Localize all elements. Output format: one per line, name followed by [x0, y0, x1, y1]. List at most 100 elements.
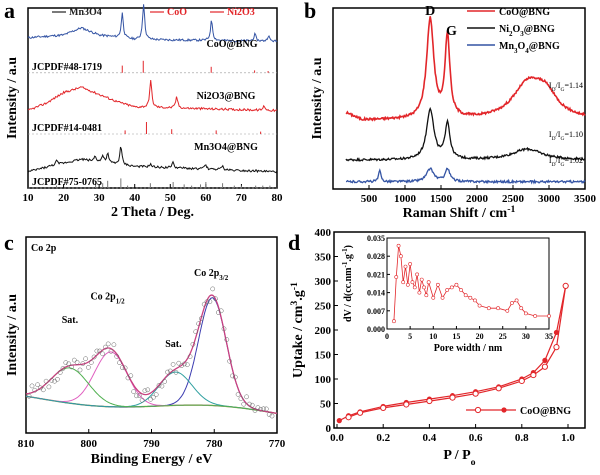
panel-d-letter: d: [288, 230, 300, 255]
panel-c-point: [35, 382, 40, 388]
panel-a-xtick-label: 40: [129, 192, 141, 204]
panel-d-legend-filled-point: [501, 407, 507, 413]
panel-c-annotation: Co 2p1/2: [90, 292, 125, 306]
panel-c-point: [159, 383, 165, 389]
panel-c-point: [179, 363, 184, 368]
panel-c-point: [94, 348, 100, 354]
panel-d-inset-point: [405, 282, 410, 287]
panel-d-inset-point: [403, 264, 408, 269]
panel-c-point: [151, 394, 156, 400]
panel-c-point: [170, 362, 176, 367]
panel-c-point: [77, 367, 83, 373]
panel-a-letter: a: [4, 0, 15, 23]
panel-c-point: [69, 364, 74, 370]
panel-c-point: [91, 354, 97, 360]
panel-c-point: [156, 383, 162, 388]
panel-c-point: [43, 378, 49, 384]
panel-c-point: [71, 357, 77, 363]
panel-d-xtick-label: 0.2: [376, 432, 390, 444]
panel-c-point: [187, 354, 193, 359]
panel-b-legend-label: Mn3O4@BNG: [499, 41, 560, 55]
panel-d-xtick-label: 0.4: [423, 432, 437, 444]
panel-c-point: [176, 360, 182, 366]
panel-d-inset-point: [408, 262, 413, 266]
panel-c-background: [25, 395, 278, 415]
panel-c-point: [108, 348, 114, 354]
panel-c-point: [241, 401, 247, 407]
panel-a-xtick-label: 80: [272, 192, 284, 204]
panel-d-inset-xlabel: Pore width / nm: [434, 343, 503, 354]
panel-c-point: [167, 368, 173, 374]
panel-b-series-line: [345, 167, 586, 185]
panel-d-inset-point: [514, 298, 519, 303]
panel-d-ytick-label: 350: [315, 252, 332, 264]
panel-d-desorption-point: [530, 371, 537, 379]
panel-d-inset-point: [463, 293, 468, 298]
panel-c-point: [40, 387, 46, 393]
panel-c-point: [182, 361, 187, 367]
panel-a-xtick-label: 60: [200, 192, 212, 204]
panel-c-point: [134, 393, 139, 399]
panel-c-point: [111, 342, 117, 348]
panel-d-adsorption-line: [339, 285, 567, 422]
panel-c-point: [74, 359, 80, 365]
panel-c-point: [218, 308, 224, 314]
panel-c-point: [255, 405, 261, 410]
panel-c-point: [136, 393, 142, 398]
panel-c-point: [247, 401, 252, 407]
panel-c-xtick-label: 780: [206, 438, 223, 450]
panel-c-point: [266, 412, 272, 417]
panel-b-xtick-label: 3000: [538, 193, 561, 205]
panel-d-inset-ytick-label: 0.007: [367, 307, 385, 316]
panel-c-point: [100, 351, 105, 357]
panel-a-legend-label: Mn3O4: [69, 7, 102, 18]
panel-b-frame: [332, 7, 586, 190]
panel-d-desorption-point: [345, 414, 352, 421]
panel-c-annotation: Co 2p3/2: [194, 268, 229, 282]
panel-b-ylabel: Intensity / a.u: [310, 57, 325, 139]
panel-d-ytick-label: 200: [315, 325, 332, 337]
panel-d-inset-point: [473, 298, 477, 303]
panel-b-series-line: [345, 106, 586, 162]
panel-d-inset-point: [486, 306, 491, 311]
panel-c-point: [83, 356, 88, 362]
panel-c-point: [86, 365, 91, 370]
panel-d-inset-point: [392, 319, 396, 324]
panel-d-ytick-label: 400: [315, 227, 332, 239]
panel-a-ref-label: JCPDF#75-0765: [32, 177, 102, 188]
panel-d-inset-point: [436, 282, 440, 287]
panel-a-series-line: [27, 79, 278, 113]
panel-c-point: [162, 379, 168, 384]
panel-d-inset-point: [519, 306, 524, 311]
panel-c-point: [238, 396, 244, 402]
panel-d-inset-ytick-label: 0.014: [367, 289, 385, 298]
panel-d-ylabel: Uptake / cm3.g-1: [289, 282, 307, 378]
panel-d-inset-xtick-label: 20: [476, 332, 484, 341]
panel-b-ratio: ID/IG=1.02: [549, 156, 583, 168]
panel-c-point: [258, 406, 264, 412]
panel-d-inset-point: [454, 282, 459, 287]
panel-d-inset-xtick-label: 0: [385, 332, 389, 341]
panel-c-point: [224, 337, 230, 342]
panel-c-point: [57, 370, 63, 375]
panel-d-ytick-label: 50: [320, 399, 332, 411]
panel-c-point: [88, 360, 94, 365]
panel-c-point: [173, 369, 179, 375]
panel-d-xlabel: P / Po: [443, 448, 475, 468]
panel-d-desorption-point: [426, 397, 433, 405]
panel-c-xtick-label: 790: [143, 438, 160, 450]
panel-b-xtick-label: 3500: [574, 193, 597, 205]
panel-d-inset-point: [410, 280, 415, 285]
panel-b-xtick-label: 1000: [394, 193, 417, 205]
panel-c-point: [207, 299, 213, 305]
panel-c-point: [97, 348, 103, 354]
panel-d-inset-xtick-label: 25: [499, 332, 507, 341]
panel-d-inset-ytick-label: 0.021: [367, 270, 385, 279]
panel-d-desorption-point: [541, 363, 549, 370]
panel-d-adsorption-point: [542, 357, 548, 363]
panel-b-xtick-label: 2000: [466, 193, 489, 205]
panel-d-inset-ytick-label: 0.028: [367, 252, 385, 261]
panel-a-series-line: [27, 4, 278, 43]
panel-c-point: [26, 393, 32, 399]
panel-b-xtick-label: 2500: [502, 193, 525, 205]
